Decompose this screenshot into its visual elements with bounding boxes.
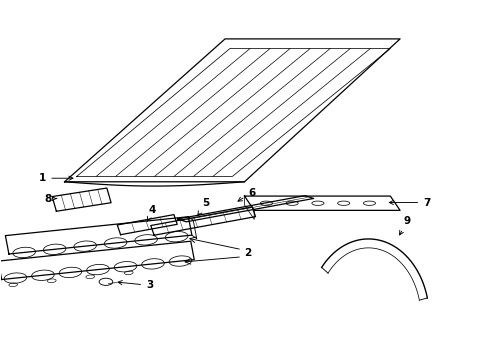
Text: 9: 9 <box>399 216 410 235</box>
Polygon shape <box>244 196 399 210</box>
Text: 7: 7 <box>388 198 429 207</box>
Text: 4: 4 <box>147 205 156 221</box>
Text: 5: 5 <box>198 198 209 215</box>
Text: 8: 8 <box>44 194 57 203</box>
Polygon shape <box>150 207 255 235</box>
Polygon shape <box>5 217 191 254</box>
Polygon shape <box>0 241 194 279</box>
Text: 3: 3 <box>118 280 153 291</box>
Polygon shape <box>52 188 111 211</box>
Polygon shape <box>177 195 313 222</box>
Text: 6: 6 <box>238 188 255 201</box>
Text: 2: 2 <box>244 248 251 258</box>
Text: 1: 1 <box>39 173 73 183</box>
Polygon shape <box>117 215 177 235</box>
